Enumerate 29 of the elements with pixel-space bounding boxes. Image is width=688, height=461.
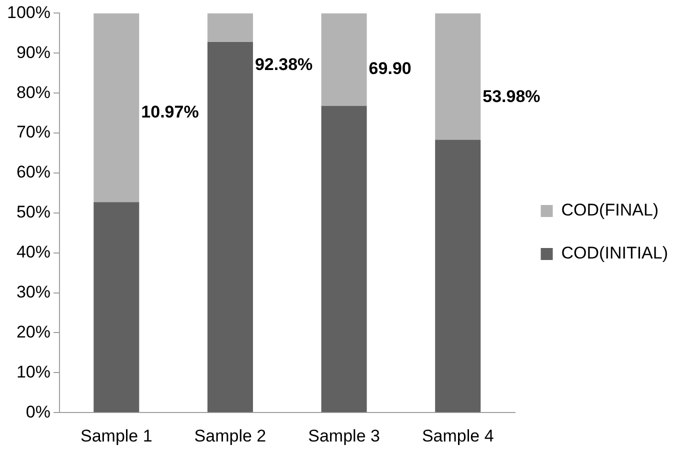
annotation: 10.97%: [141, 102, 199, 122]
bar: [94, 202, 140, 412]
legend-label: COD(INITIAL): [561, 244, 668, 263]
bar: [207, 42, 253, 412]
annotation: 69.90: [368, 58, 412, 78]
annotation: 92.38%: [254, 54, 313, 74]
y-tick-label: 0%: [26, 402, 50, 422]
bar: [435, 13, 481, 140]
y-tick-label: 70%: [16, 122, 50, 142]
y-tick-label: 80%: [16, 82, 50, 102]
bar: [435, 140, 481, 412]
legend-label: COD(FINAL): [561, 200, 659, 220]
x-tick-label: Sample 2: [194, 426, 266, 446]
annotation: 53.98%: [482, 86, 540, 106]
bar: [321, 13, 367, 106]
x-tick-label: Sample 3: [308, 426, 380, 446]
bar: [207, 13, 253, 42]
bar: [94, 13, 140, 202]
x-tick-label: Sample 1: [80, 426, 152, 446]
y-tick-label: 40%: [16, 242, 50, 262]
y-tick-label: 60%: [16, 162, 50, 182]
y-tick-label: 10%: [16, 362, 50, 382]
y-tick-label: 100%: [6, 2, 50, 22]
y-tick-label: 30%: [16, 282, 50, 302]
bar: [321, 106, 367, 412]
y-tick-label: 50%: [16, 202, 50, 222]
x-tick-label: Sample 4: [422, 426, 494, 446]
y-tick-label: 20%: [16, 322, 50, 342]
y-tick-label: 90%: [16, 42, 50, 62]
